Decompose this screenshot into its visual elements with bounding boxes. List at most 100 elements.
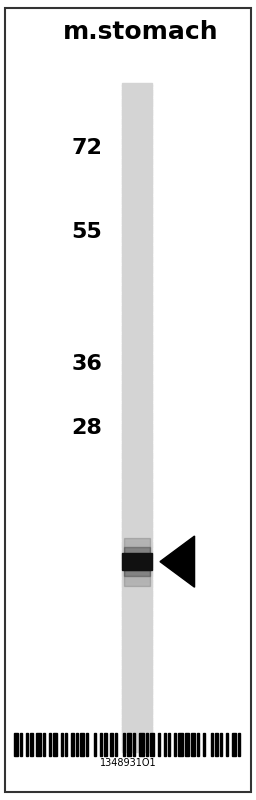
Bar	[122, 422, 152, 425]
Bar	[122, 202, 152, 204]
Bar	[122, 715, 152, 718]
Bar	[122, 395, 152, 398]
Bar	[122, 270, 152, 274]
Bar	[124, 538, 151, 586]
Bar	[122, 286, 152, 289]
Bar	[191, 733, 195, 756]
Bar	[122, 279, 152, 282]
Bar	[122, 428, 152, 431]
Bar	[122, 223, 152, 226]
Bar	[122, 544, 152, 547]
Bar	[122, 705, 152, 707]
Bar	[122, 475, 152, 478]
Bar	[122, 388, 152, 391]
Bar	[86, 733, 88, 756]
Bar	[122, 584, 152, 587]
Bar	[122, 478, 152, 480]
Bar	[122, 486, 152, 490]
Bar	[122, 288, 152, 291]
Bar	[122, 108, 152, 110]
Bar	[122, 609, 152, 612]
Bar	[122, 364, 152, 366]
Bar	[122, 746, 152, 750]
Bar	[94, 733, 96, 756]
Bar	[122, 246, 152, 249]
Bar	[122, 646, 152, 650]
Bar	[122, 262, 152, 264]
Bar	[164, 733, 166, 756]
Bar	[122, 595, 152, 598]
Bar	[122, 749, 152, 752]
Bar	[139, 733, 144, 756]
Bar	[122, 106, 152, 109]
Bar	[122, 459, 152, 462]
Bar	[122, 624, 152, 627]
Bar	[127, 733, 131, 756]
Bar	[43, 733, 45, 756]
Bar	[122, 330, 152, 334]
Bar	[122, 290, 152, 294]
Bar	[122, 293, 152, 295]
Bar	[122, 479, 152, 482]
Bar	[122, 726, 152, 730]
Bar	[122, 426, 152, 429]
Bar	[122, 542, 152, 545]
Bar	[211, 733, 212, 756]
Bar	[122, 337, 152, 340]
Bar	[122, 344, 152, 346]
Bar	[122, 346, 152, 349]
Bar	[122, 234, 152, 238]
Bar	[122, 686, 152, 690]
Text: 72: 72	[71, 138, 102, 158]
Bar	[122, 635, 152, 638]
Bar	[76, 733, 78, 756]
Bar	[122, 134, 152, 138]
Bar	[122, 736, 152, 738]
Bar	[122, 328, 152, 331]
Bar	[61, 733, 63, 756]
Bar	[122, 161, 152, 164]
Bar	[122, 573, 152, 576]
Bar	[49, 733, 51, 756]
Polygon shape	[160, 536, 195, 587]
Bar	[122, 695, 152, 698]
Bar	[122, 522, 152, 525]
Bar	[122, 373, 152, 376]
Bar	[122, 524, 152, 527]
Bar	[122, 553, 152, 556]
Bar	[122, 181, 152, 184]
Bar	[168, 733, 170, 756]
Bar	[122, 306, 152, 309]
Bar	[122, 549, 152, 552]
Bar	[122, 294, 152, 298]
Bar	[122, 410, 152, 414]
Bar	[122, 540, 152, 542]
Bar	[122, 339, 152, 342]
Bar	[122, 435, 152, 438]
Bar	[122, 217, 152, 220]
Bar	[122, 348, 152, 351]
Bar	[122, 569, 152, 572]
Bar	[197, 733, 199, 756]
Bar	[122, 562, 152, 565]
Bar	[122, 297, 152, 300]
Bar	[122, 711, 152, 714]
Bar	[122, 237, 152, 240]
Bar	[122, 132, 152, 135]
Bar	[122, 408, 152, 411]
Bar	[122, 615, 152, 618]
Bar	[178, 733, 183, 756]
Bar	[122, 655, 152, 658]
Bar	[71, 733, 74, 756]
Bar	[122, 386, 152, 389]
Bar	[122, 322, 152, 325]
Bar	[122, 110, 152, 113]
Bar	[80, 733, 84, 756]
Text: m.stomach: m.stomach	[63, 20, 219, 44]
Bar	[122, 660, 152, 663]
Bar	[238, 733, 240, 756]
Bar	[122, 722, 152, 726]
Bar	[122, 734, 152, 737]
Bar	[122, 509, 152, 511]
Bar	[220, 733, 222, 756]
